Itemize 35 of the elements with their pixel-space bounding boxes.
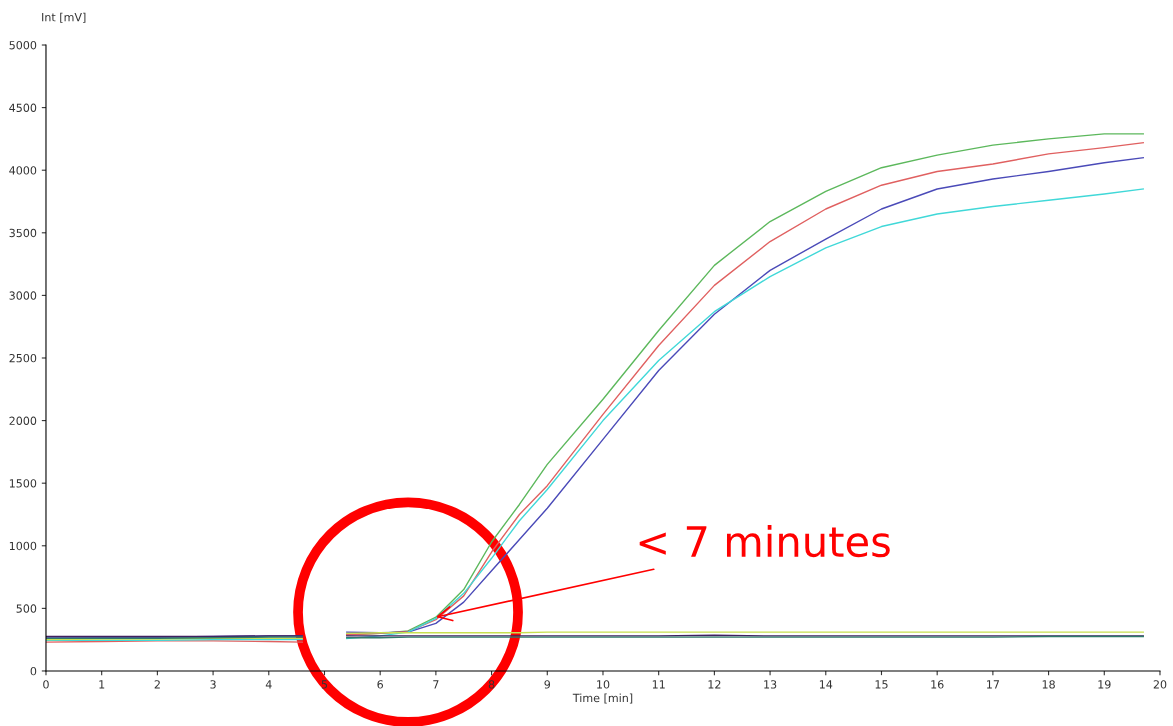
- x-tick-label: 8: [488, 680, 495, 689]
- x-tick-label: 2: [154, 680, 160, 689]
- x-tick-label: 17: [987, 680, 999, 689]
- y-tick-label: 1000: [9, 541, 37, 551]
- x-axis-title: Time [min]: [572, 693, 633, 704]
- y-tick-label: 4500: [9, 103, 37, 112]
- y-tick-label: 5000: [9, 40, 37, 50]
- x-tick-label: 7: [433, 680, 439, 689]
- y-tick-label: 3000: [9, 291, 37, 300]
- x-tick-label: 19: [1098, 680, 1111, 689]
- x-tick-label: 0: [43, 680, 49, 689]
- annotation: < 7 minutes: [639, 524, 890, 558]
- y-tick-label: 1500: [9, 479, 37, 488]
- x-tick-label: 4: [265, 680, 272, 689]
- x-tick-label: 16: [931, 680, 944, 689]
- y-tick-label: 500: [16, 604, 37, 613]
- y-tick-label: 3500: [9, 228, 37, 238]
- x-tick-label: 6: [377, 680, 384, 689]
- x-tick-label: 5: [321, 680, 328, 689]
- x-tick-label: 11: [652, 680, 665, 689]
- x-tick-label: 14: [819, 680, 833, 689]
- y-tick-label: 4000: [9, 166, 37, 175]
- x-tick-label: 15: [875, 680, 888, 689]
- x-tick-label: 3: [210, 680, 216, 689]
- x-tick-label: 10: [597, 680, 610, 689]
- x-tick-label: 1: [99, 680, 105, 689]
- x-tick-label: 20: [1153, 680, 1167, 689]
- x-tick-label: 13: [764, 680, 777, 689]
- y-tick-label: 2000: [9, 416, 37, 425]
- y-tick-label: 0: [30, 666, 37, 676]
- x-tick-label: 9: [544, 680, 551, 689]
- x-tick-label: 12: [708, 680, 721, 689]
- y-tick-label: 2500: [9, 353, 37, 363]
- x-tick-label: 18: [1042, 680, 1055, 689]
- y-axis-title: Int [mV]: [42, 12, 86, 23]
